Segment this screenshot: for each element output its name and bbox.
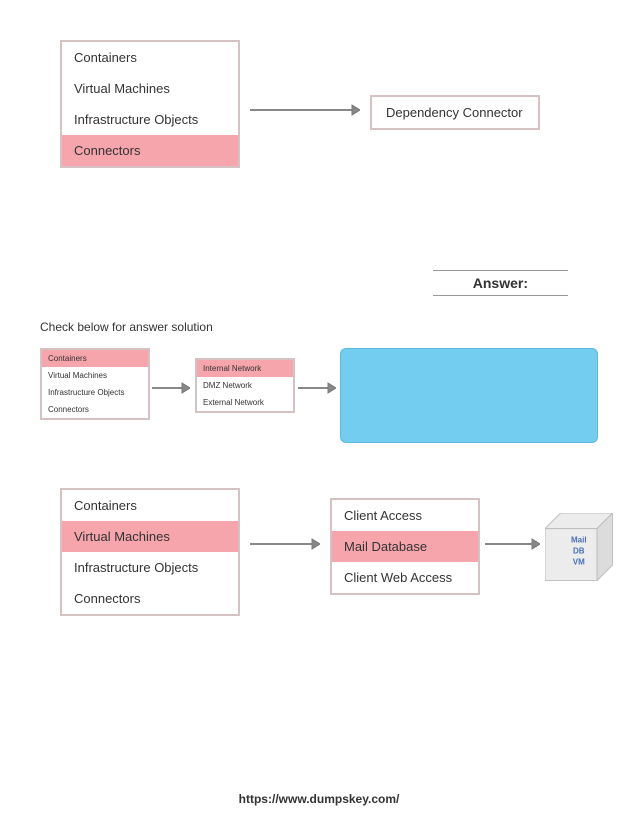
svg-text:DB: DB	[573, 547, 585, 556]
answer-label: Answer:	[433, 270, 568, 296]
diagram-2: ContainersVirtual MachinesInfrastructure…	[40, 348, 598, 468]
answer-section: Answer:	[40, 270, 598, 310]
cube-icon: Mail DB VM	[545, 513, 613, 586]
dependency-connector-label: Dependency Connector	[386, 105, 523, 120]
arrow-icon	[250, 100, 360, 120]
list-item: Containers	[42, 350, 148, 367]
arrow-icon	[298, 378, 336, 398]
d2-box2: Internal NetworkDMZ NetworkExternal Netw…	[195, 358, 295, 413]
diagram-1: ContainersVirtual MachinesInfrastructure…	[40, 40, 598, 230]
arrow-icon	[152, 378, 190, 398]
svg-text:VM: VM	[573, 558, 585, 567]
list-item: Internal Network	[197, 360, 293, 377]
list-item: Virtual Machines	[62, 521, 238, 552]
d3-box1: ContainersVirtual MachinesInfrastructure…	[60, 488, 240, 616]
list-item: Connectors	[62, 135, 238, 166]
blue-panel	[340, 348, 598, 443]
svg-text:Mail: Mail	[571, 536, 587, 545]
list-item: Containers	[62, 490, 238, 521]
list-item: Client Web Access	[332, 562, 478, 593]
arrow-icon	[485, 534, 540, 554]
d1-left-list: ContainersVirtual MachinesInfrastructure…	[60, 40, 240, 168]
list-item: Containers	[62, 42, 238, 73]
d3-box2: Client AccessMail DatabaseClient Web Acc…	[330, 498, 480, 595]
d2-box1: ContainersVirtual MachinesInfrastructure…	[40, 348, 150, 420]
list-item: DMZ Network	[197, 377, 293, 394]
list-item: Mail Database	[332, 531, 478, 562]
list-item: Client Access	[332, 500, 478, 531]
arrow-icon	[250, 534, 320, 554]
list-item: Virtual Machines	[42, 367, 148, 384]
list-item: Connectors	[62, 583, 238, 614]
list-item: Infrastructure Objects	[62, 552, 238, 583]
list-item: Infrastructure Objects	[42, 384, 148, 401]
d1-right-box: Dependency Connector	[370, 95, 540, 130]
footer-url: https://www.dumpskey.com/	[0, 792, 638, 806]
list-item: Connectors	[42, 401, 148, 418]
list-item: Virtual Machines	[62, 73, 238, 104]
list-item: Infrastructure Objects	[62, 104, 238, 135]
check-text: Check below for answer solution	[40, 320, 598, 334]
diagram-3: ContainersVirtual MachinesInfrastructure…	[40, 488, 598, 648]
list-item: External Network	[197, 394, 293, 411]
